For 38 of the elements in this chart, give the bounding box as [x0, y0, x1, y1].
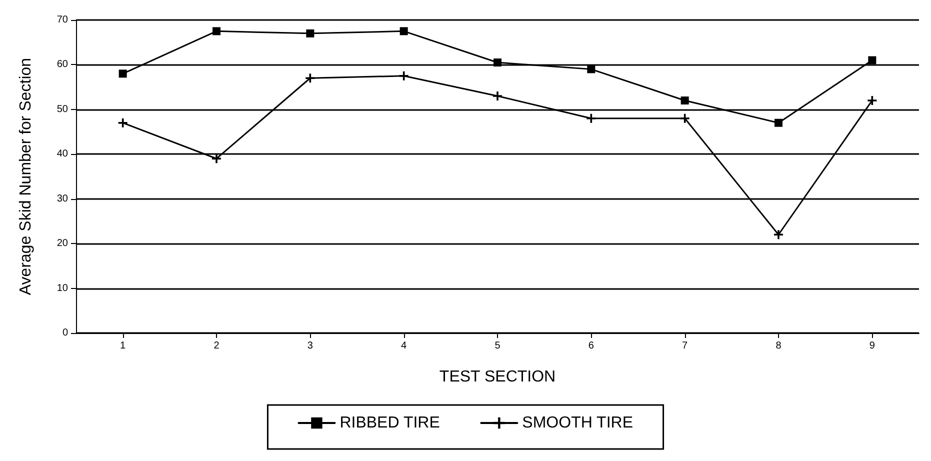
point: [306, 74, 315, 83]
point: [493, 92, 502, 101]
point: [680, 114, 690, 123]
point: [868, 96, 877, 105]
point: [680, 96, 689, 104]
point: [212, 154, 221, 164]
x-tick-label: 4: [401, 340, 408, 352]
y-tick-label: 40: [56, 148, 68, 160]
x-tick-label: 9: [869, 340, 876, 352]
x-tick-label: 6: [588, 340, 594, 352]
point: [586, 114, 596, 123]
y-tick-label: 10: [56, 282, 68, 294]
x-tick-label: 5: [494, 340, 501, 352]
y-tick-label: 60: [56, 59, 68, 70]
point: [306, 29, 314, 38]
point: [774, 118, 782, 127]
y-tick-label: 30: [56, 193, 68, 204]
point: [400, 27, 408, 36]
x-axis-title: TEST SECTION: [439, 368, 556, 386]
x-tick-label: 3: [307, 340, 314, 352]
point: [868, 56, 876, 64]
point: [118, 70, 127, 78]
x-tick-label: 2: [214, 340, 220, 352]
x-tick-label: 1: [120, 340, 126, 352]
y-tick-label: 20: [56, 238, 68, 250]
point: [774, 230, 783, 240]
x-tick-label: 7: [682, 340, 688, 352]
point: [399, 71, 408, 80]
legend-label: RIBBED TIRE: [340, 414, 440, 432]
point: [212, 27, 220, 36]
legend-label: SMOOTH TIRE: [522, 414, 634, 432]
y-tick-label: 50: [56, 104, 68, 115]
point: [587, 65, 596, 74]
x-tick-label: 8: [776, 340, 782, 352]
y-tick-label: 70: [56, 14, 68, 26]
point: [494, 58, 502, 66]
y-tick-label: 0: [62, 328, 68, 338]
y-axis-title: Average Skid Number for Section: [18, 58, 34, 296]
